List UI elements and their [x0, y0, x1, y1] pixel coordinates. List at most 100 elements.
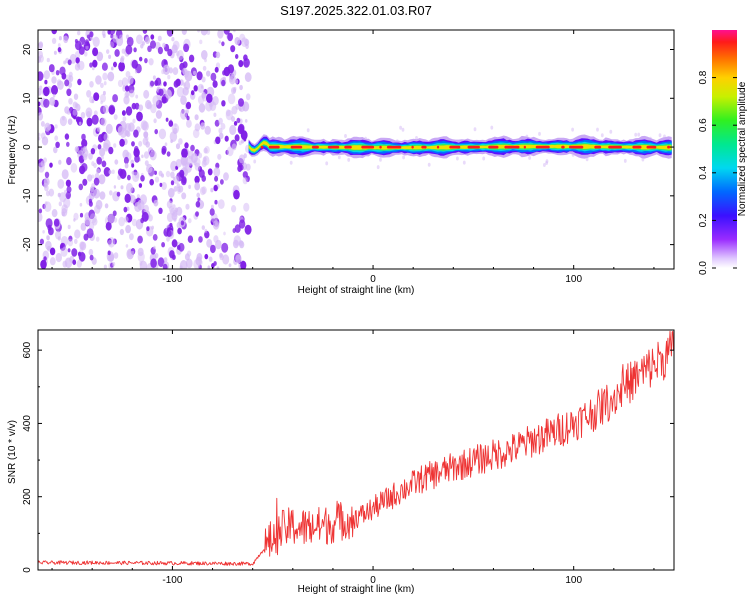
noise-speckle	[64, 189, 67, 194]
noise-speckle	[376, 165, 380, 170]
noise-speckle	[207, 265, 211, 269]
noise-speckle	[125, 44, 133, 55]
noise-speckle	[75, 57, 80, 64]
spectrogram-xlabel: Height of straight line (km)	[298, 285, 415, 296]
noise-speckle	[39, 85, 43, 91]
noise-speckle	[214, 199, 218, 205]
noise-speckle	[67, 118, 73, 125]
noise-speckle	[96, 51, 104, 62]
noise-speckle	[243, 58, 250, 68]
noise-speckle	[226, 146, 234, 157]
noise-speckle	[38, 101, 41, 107]
noise-speckle	[232, 88, 237, 94]
noise-speckle	[105, 221, 112, 231]
noise-speckle	[231, 143, 237, 151]
noise-speckle	[158, 207, 163, 214]
noise-speckle	[194, 114, 199, 121]
signal-peak	[632, 145, 642, 149]
signal-peak	[268, 145, 280, 149]
noise-speckle	[181, 192, 187, 200]
colorbar-tick-label: 0.8	[698, 70, 709, 84]
noise-speckle	[214, 175, 219, 182]
noise-speckle	[127, 250, 133, 257]
noise-speckle	[68, 235, 73, 242]
noise-speckle	[165, 89, 172, 99]
noise-speckle	[177, 227, 182, 235]
noise-speckle	[210, 204, 214, 210]
noise-speckle	[227, 32, 234, 42]
noise-speckle	[206, 93, 213, 104]
noise-speckle	[128, 84, 135, 94]
noise-speckle	[244, 38, 250, 47]
signal-peak	[379, 145, 382, 149]
noise-speckle	[243, 202, 250, 212]
noise-speckle	[100, 100, 103, 105]
noise-speckle	[178, 242, 185, 252]
noise-speckle	[57, 43, 61, 48]
noise-speckle	[120, 57, 124, 64]
noise-speckle	[78, 183, 84, 191]
noise-speckle	[74, 229, 81, 239]
noise-speckle	[234, 134, 240, 142]
signal-peak	[344, 145, 352, 149]
noise-speckle	[153, 118, 157, 124]
noise-speckle	[51, 30, 57, 35]
signal-peak	[386, 145, 402, 149]
noise-speckle	[227, 93, 236, 105]
noise-speckle	[238, 219, 246, 229]
snr-ylabel: SNR (10 * v/v)	[7, 420, 18, 484]
noise-speckle	[220, 179, 224, 185]
noise-speckle	[221, 100, 226, 107]
noise-speckle	[337, 155, 341, 160]
noise-speckle	[59, 115, 67, 127]
noise-speckle	[132, 171, 140, 183]
noise-speckle	[145, 99, 152, 110]
noise-speckle	[198, 103, 206, 113]
noise-speckle	[82, 153, 88, 161]
noise-speckle	[193, 70, 197, 76]
noise-speckle	[240, 130, 248, 141]
noise-speckle	[215, 51, 221, 59]
noise-speckle	[185, 203, 190, 210]
snr-ytick-label: 400	[22, 415, 33, 432]
noise-speckle	[193, 85, 198, 92]
noise-speckle	[51, 76, 57, 84]
noise-speckle	[230, 45, 236, 53]
noise-speckle	[43, 70, 50, 80]
noise-speckle	[136, 194, 140, 199]
noise-speckle	[166, 212, 174, 223]
noise-speckle	[137, 247, 144, 257]
noise-speckle	[127, 75, 134, 85]
noise-speckle	[197, 95, 205, 105]
noise-speckle	[101, 62, 108, 71]
noise-speckle	[427, 162, 431, 167]
noise-speckle	[46, 235, 50, 241]
noise-speckle	[166, 200, 173, 209]
noise-speckle	[399, 125, 402, 130]
noise-speckle	[122, 116, 127, 122]
noise-speckle	[57, 80, 64, 90]
noise-speckle	[133, 148, 140, 158]
noise-speckle	[157, 257, 165, 268]
snr-frame	[37, 329, 675, 571]
signal-peak	[421, 145, 427, 149]
noise-speckle	[93, 162, 97, 169]
noise-speckle	[174, 207, 178, 213]
noise-speckle	[224, 135, 229, 142]
noise-speckle	[209, 101, 217, 111]
noise-speckle	[144, 36, 151, 44]
noise-speckle	[59, 192, 67, 203]
noise-speckle	[101, 160, 107, 168]
noise-speckle	[203, 157, 207, 162]
noise-speckle	[51, 85, 58, 95]
noise-speckle	[150, 34, 155, 40]
noise-speckle	[166, 30, 174, 37]
noise-speckle	[107, 213, 115, 224]
noise-speckle	[38, 71, 44, 82]
noise-speckle	[119, 34, 123, 40]
noise-speckle	[68, 98, 73, 105]
noise-speckle	[176, 86, 185, 98]
noise-speckle	[154, 170, 157, 175]
noise-speckle	[86, 228, 94, 239]
noise-speckle	[51, 37, 57, 45]
